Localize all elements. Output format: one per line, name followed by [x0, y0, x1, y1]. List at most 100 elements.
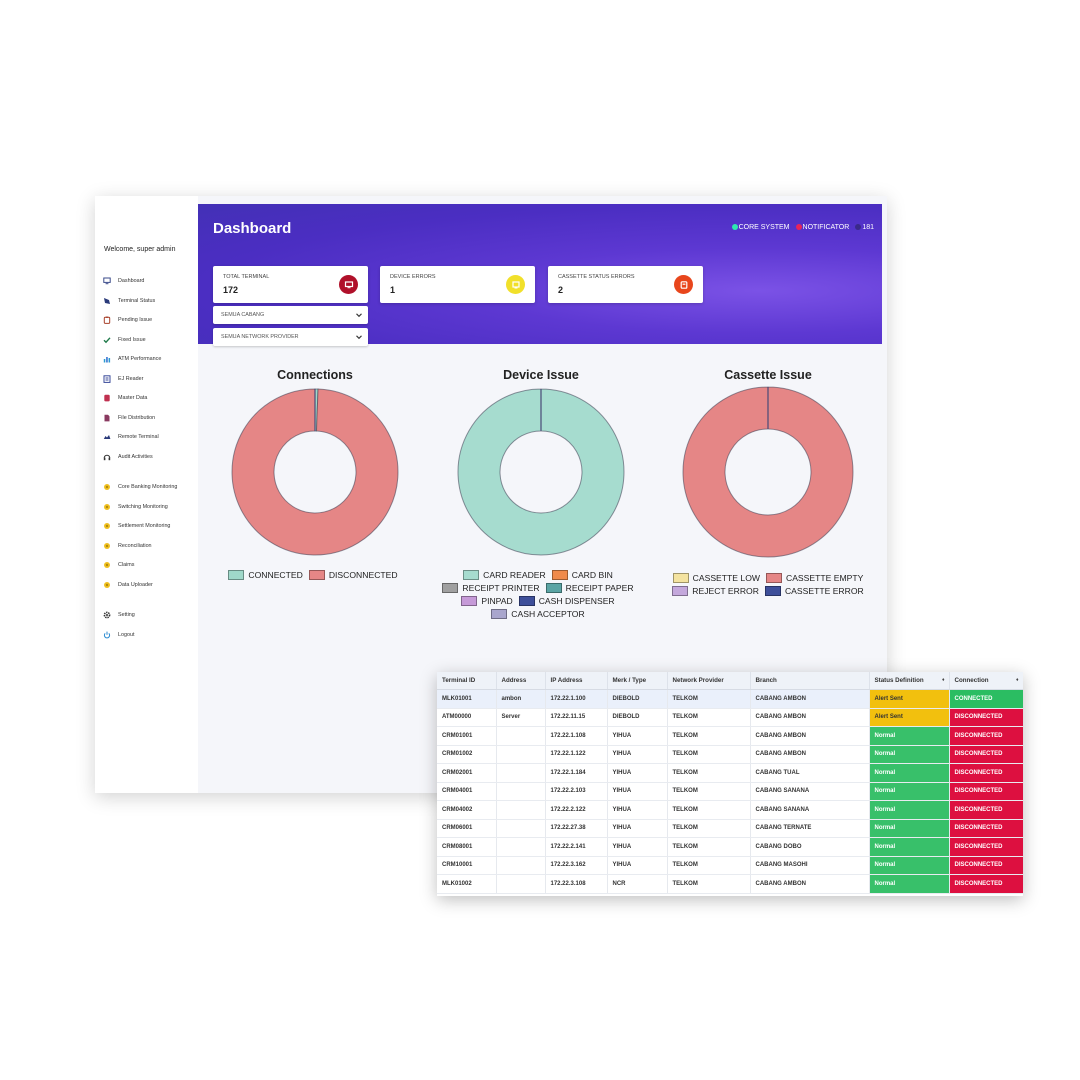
table-cell: CABANG MASOHI	[750, 856, 870, 875]
legend-item[interactable]: CARD BIN	[551, 570, 613, 580]
legend-item[interactable]: CASSETTE EMPTY	[765, 573, 863, 583]
table-cell: TELKOM	[667, 782, 751, 801]
circle-icon	[103, 581, 111, 589]
table-cell	[496, 745, 546, 764]
cassette-errors-card[interactable]: CASSETTE STATUS ERRORS 2	[548, 266, 703, 303]
table-cell: CRM06001	[437, 819, 497, 838]
table-cell	[496, 782, 546, 801]
device-errors-card[interactable]: DEVICE ERRORS 1	[380, 266, 535, 303]
table-row[interactable]: MLK01002 172.22.3.108 NCR TELKOM CABANG AMBO…	[437, 874, 1023, 894]
legend-item[interactable]: CASH ACCEPTOR	[491, 609, 585, 619]
stat-label: CASSETTE STATUS ERRORS	[558, 274, 635, 280]
legend-item[interactable]: CONNECTED	[228, 570, 303, 580]
table-row[interactable]: CRM04001 172.22.2.103 YIHUA TELKOM CABANG SA…	[437, 782, 1023, 801]
table-cell	[496, 874, 546, 894]
sidebar-item-setting[interactable]: Setting	[103, 608, 135, 622]
table-cell: CABANG DOBO	[750, 837, 870, 857]
sidebar-item-ej-reader[interactable]: EJ Reader	[103, 372, 143, 386]
column-header-terminal-id[interactable]: Terminal ID	[437, 672, 497, 690]
circle-icon	[103, 503, 111, 511]
slice-disconnected[interactable]	[231, 388, 399, 556]
table-cell: DISCONNECTED	[949, 819, 1023, 838]
sidebar-item-audit-activities[interactable]: Audit Activities	[103, 450, 153, 464]
sidebar-item-fixed-issue[interactable]: Fixed Issue	[103, 333, 146, 347]
sort-icon[interactable]: ♦	[941, 677, 945, 683]
table-cell: Normal	[869, 763, 950, 783]
sidebar-item-label: Switching Monitoring	[118, 504, 168, 510]
chevron-down-icon	[356, 335, 362, 340]
legend-item[interactable]: CASSETTE ERROR	[764, 586, 864, 596]
sidebar-item-switching-monitoring[interactable]: Switching Monitoring	[103, 500, 168, 514]
device-icon	[506, 275, 525, 294]
file-icon	[103, 414, 111, 422]
column-header-status-definition[interactable]: Status Definition ♦	[869, 672, 950, 690]
legend-item[interactable]: RECEIPT PAPER	[545, 583, 634, 593]
table-row[interactable]: MLK01001 ambon 172.22.1.100 DIEBOLD TELKOM CA…	[437, 689, 1023, 709]
slice-card-reader[interactable]	[457, 388, 625, 556]
legend-item[interactable]: CASH DISPENSER	[518, 596, 615, 606]
provider-filter-select[interactable]: SEMUA NETWORK PROVIDER	[213, 328, 368, 346]
legend-item[interactable]: CARD READER	[463, 570, 546, 580]
column-header-connection[interactable]: Connection ♦	[949, 672, 1023, 690]
sidebar-item-claims[interactable]: Claims	[103, 558, 134, 572]
sidebar-item-pending-issue[interactable]: Pending Issue	[103, 313, 152, 327]
table-cell: CRM02001	[437, 763, 497, 783]
sidebar-item-core-banking-monitoring[interactable]: Core Banking Monitoring	[103, 480, 177, 494]
legend-item[interactable]: DISCONNECTED	[308, 570, 398, 580]
sidebar-item-logout[interactable]: Logout	[103, 628, 135, 642]
table-cell: CRM04001	[437, 782, 497, 801]
legend-swatch	[491, 609, 508, 619]
legend-row: REJECT ERROR CASSETTE ERROR	[653, 586, 883, 596]
sort-icon[interactable]: ♦	[1015, 677, 1019, 683]
table-cell: 172.22.1.100	[545, 689, 608, 709]
donut-chart	[231, 388, 399, 556]
column-header-merk-type[interactable]: Merk / Type	[607, 672, 668, 690]
chart-title: Device Issue	[503, 368, 579, 382]
table-cell: NCR	[607, 874, 668, 894]
table-row[interactable]: CRM06001 172.22.27.38 YIHUA TELKOM CABANG TE…	[437, 819, 1023, 838]
column-header-branch[interactable]: Branch	[750, 672, 870, 690]
legend-item[interactable]: REJECT ERROR	[672, 586, 759, 596]
power-icon	[103, 631, 111, 639]
column-header-ip-address[interactable]: IP Address	[545, 672, 608, 690]
legend-item[interactable]: CASSETTE LOW	[672, 573, 760, 583]
sidebar-item-label: Dashboard	[118, 278, 145, 284]
database-icon	[103, 394, 111, 402]
page-title: Dashboard	[213, 220, 292, 237]
table-cell: 172.22.1.184	[545, 763, 608, 783]
table-cell: 172.22.3.162	[545, 856, 608, 875]
table-row[interactable]: CRM10001 172.22.3.162 YIHUA TELKOM CABANG MA…	[437, 856, 1023, 875]
sidebar-item-dashboard[interactable]: Dashboard	[103, 274, 144, 288]
table-row[interactable]: CRM04002 172.22.2.122 YIHUA TELKOM CABANG SA…	[437, 800, 1023, 820]
table-row[interactable]: CRM01002 172.22.1.122 YIHUA TELKOM CABANG AM…	[437, 745, 1023, 764]
sidebar-item-remote-terminal[interactable]: Remote Terminal	[103, 430, 159, 444]
sidebar-item-reconciliation[interactable]: Reconciliation	[103, 539, 152, 553]
legend-item[interactable]: PINPAD	[461, 596, 513, 606]
sidebar-item-atm-performance[interactable]: ATM Performance	[103, 352, 161, 366]
stat-value: 172	[223, 285, 239, 295]
table-cell: DISCONNECTED	[949, 763, 1023, 783]
legend-label: CARD BIN	[571, 570, 613, 580]
legend-label: REJECT ERROR	[692, 586, 759, 596]
chevron-down-icon	[356, 313, 362, 318]
legend-label: CASH ACCEPTOR	[511, 609, 585, 619]
table-row[interactable]: CRM02001 172.22.1.184 YIHUA TELKOM CABANG TU…	[437, 763, 1023, 783]
sidebar-item-data-uploader[interactable]: Data Uploader	[103, 578, 153, 592]
table-cell: 172.22.3.108	[545, 874, 608, 894]
table-cell: TELKOM	[667, 708, 751, 727]
sidebar-item-settlement-monitoring[interactable]: Settlement Monitoring	[103, 519, 170, 533]
column-header-network-provider[interactable]: Network Provider	[667, 672, 751, 690]
column-header-address[interactable]: Address	[496, 672, 546, 690]
total-terminal-card[interactable]: TOTAL TERMINAL 172	[213, 266, 368, 303]
table-row[interactable]: ATM00000 Server 172.22.11.15 DIEBOLD TELKOM C…	[437, 708, 1023, 727]
table-row[interactable]: CRM01001 172.22.1.108 YIHUA TELKOM CABANG AM…	[437, 726, 1023, 746]
sidebar-item-file-distribution[interactable]: File Distribution	[103, 411, 155, 425]
table-row[interactable]: CRM08001 172.22.2.141 YIHUA TELKOM CABANG DO…	[437, 837, 1023, 857]
sidebar-item-terminal-status[interactable]: Terminal Status	[103, 294, 155, 308]
slice-cassette-empty[interactable]	[682, 386, 854, 558]
sidebar-item-master-data[interactable]: Master Data	[103, 391, 147, 405]
table-cell: CRM10001	[437, 856, 497, 875]
branch-filter-select[interactable]: SEMUA CABANG	[213, 306, 368, 324]
legend-item[interactable]: RECEIPT PRINTER	[442, 583, 540, 593]
legend-swatch	[764, 586, 781, 596]
